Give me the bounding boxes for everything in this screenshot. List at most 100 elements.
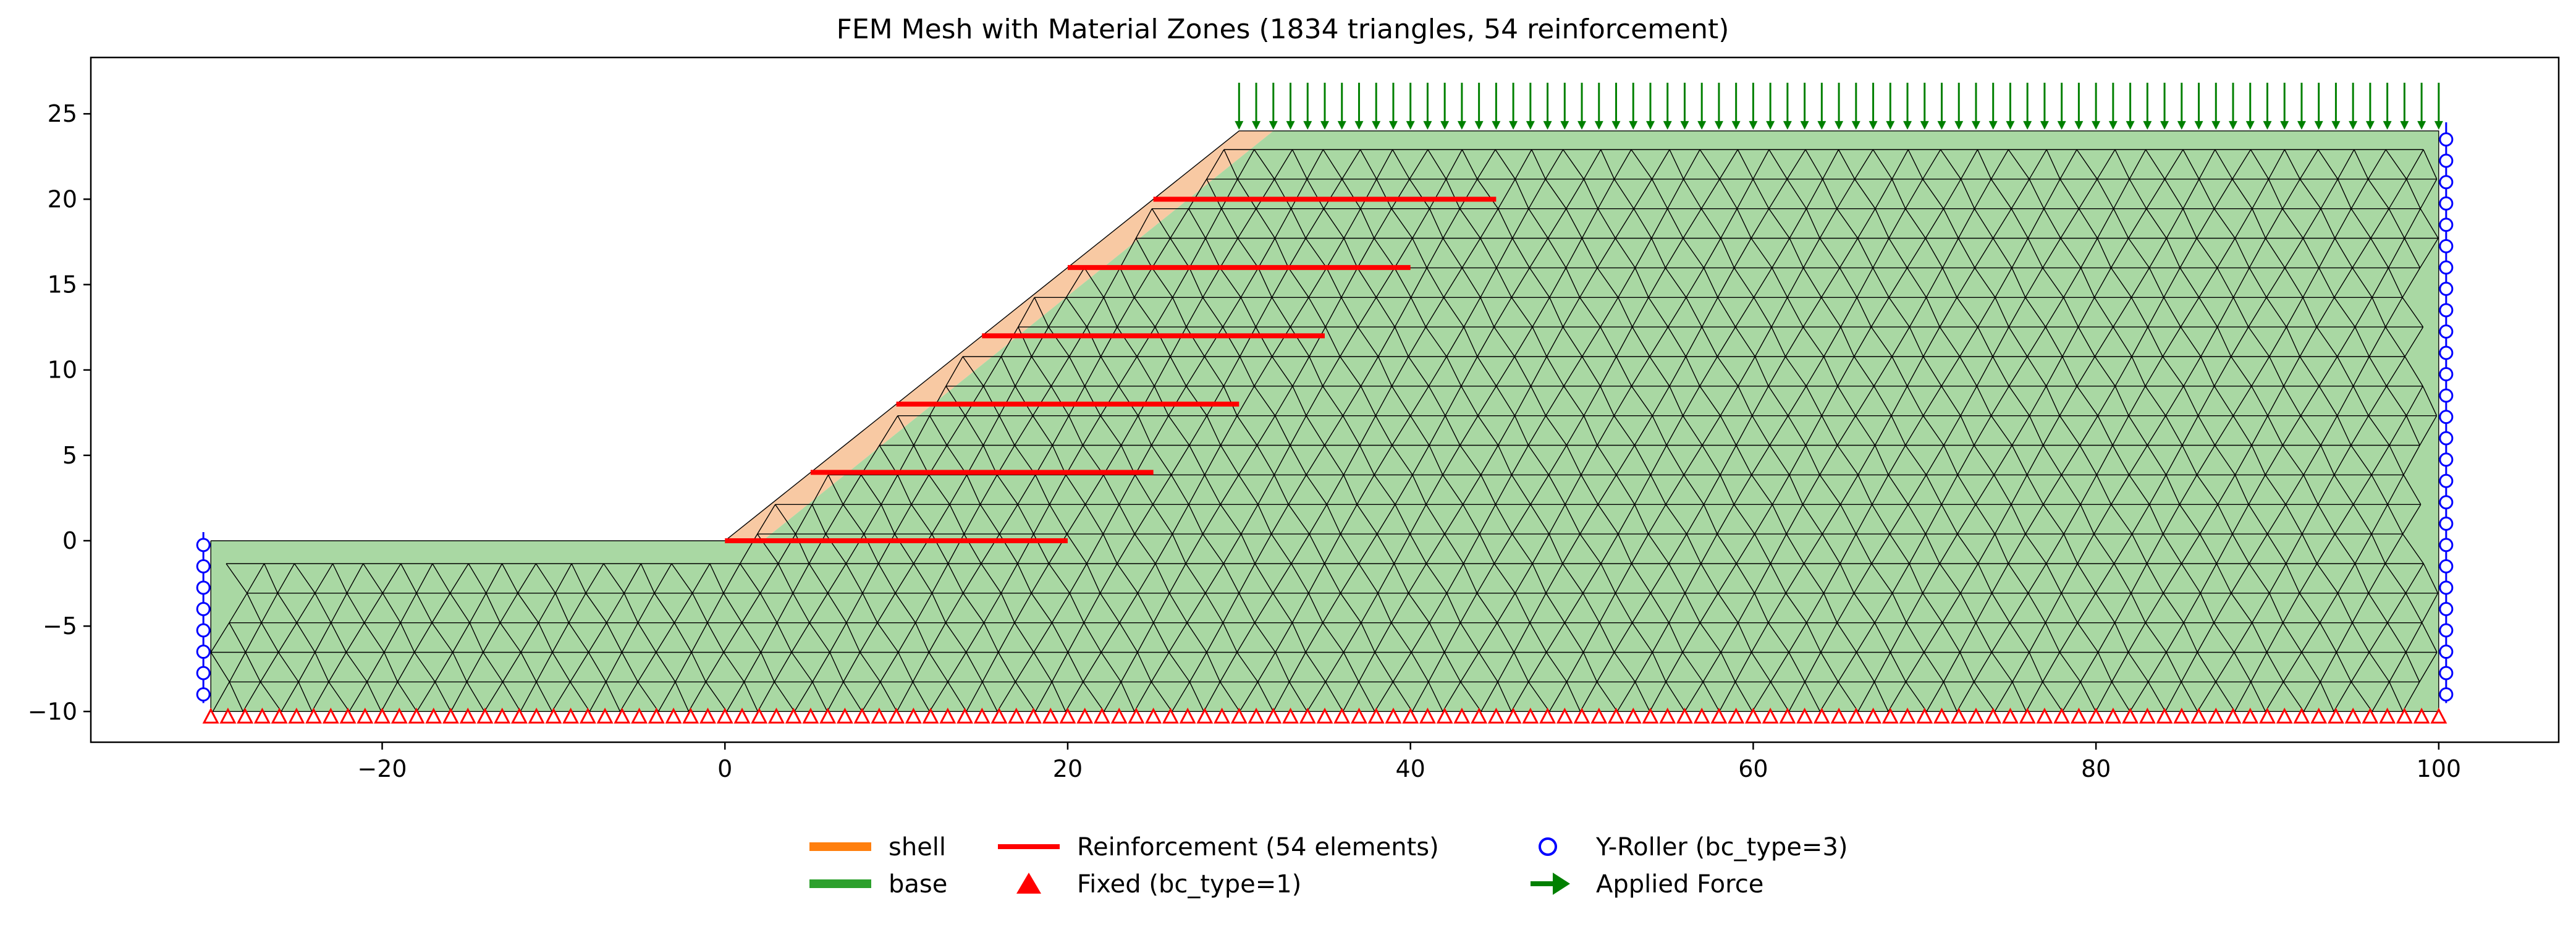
y-axis: −10 −5 0 5 10 15 20 25 bbox=[28, 100, 91, 725]
legend-label: Fixed (bc_type=1) bbox=[1077, 870, 1301, 899]
fixed-support-marker bbox=[1642, 708, 1659, 724]
fixed-support-marker bbox=[1110, 708, 1128, 724]
force-arrow-head bbox=[2280, 121, 2289, 130]
force-arrow-head bbox=[2314, 121, 2323, 130]
force-arrow-head bbox=[2245, 121, 2255, 130]
fixed-support-marker bbox=[767, 708, 785, 724]
force-arrow-head bbox=[2417, 121, 2426, 130]
fixed-support-marker bbox=[2293, 708, 2310, 724]
force-arrow-head bbox=[2263, 121, 2272, 130]
force-arrow-head bbox=[1286, 121, 1295, 130]
fixed-support-marker bbox=[476, 708, 494, 724]
fixed-support-marker bbox=[1265, 708, 1282, 724]
fixed-support-marker bbox=[1608, 708, 1624, 724]
fixed-support-marker bbox=[1162, 708, 1179, 724]
fixed-support-marker bbox=[1230, 708, 1248, 724]
fixed-support-marker bbox=[2242, 708, 2259, 724]
force-arrow-head bbox=[1560, 121, 1569, 130]
y-roller-marker bbox=[2439, 687, 2454, 702]
x-tick-label: 80 bbox=[2081, 755, 2111, 782]
y-roller-marker bbox=[2439, 239, 2454, 253]
fixed-support-marker bbox=[1453, 708, 1471, 724]
chart-title: FEM Mesh with Material Zones (1834 trian… bbox=[837, 14, 1729, 45]
fixed-support-marker bbox=[1299, 708, 1316, 724]
fixed-support-marker bbox=[1042, 708, 1059, 724]
fixed-support-marker bbox=[1693, 708, 1710, 724]
fixed-support-marker bbox=[1008, 708, 1025, 724]
fixed-support-marker bbox=[888, 708, 905, 724]
fixed-support-marker bbox=[1848, 708, 1865, 724]
force-arrow-head bbox=[1526, 121, 1535, 130]
force-arrow-head bbox=[1869, 121, 1878, 130]
y-tick-label: 20 bbox=[48, 185, 77, 213]
fixed-support-marker bbox=[1419, 708, 1436, 724]
y-roller-marker bbox=[2439, 601, 2454, 616]
fixed-support-marker bbox=[339, 708, 357, 724]
force-arrow-head bbox=[1543, 121, 1552, 130]
force-arrow-head bbox=[2006, 121, 2015, 130]
fixed-support-marker bbox=[1813, 708, 1830, 724]
y-roller-marker bbox=[196, 666, 211, 680]
force-arrow-head bbox=[2349, 121, 2358, 130]
force-arrow-head bbox=[1629, 121, 1638, 130]
fixed-support-marker bbox=[733, 708, 751, 724]
fixed-support-marker bbox=[871, 708, 888, 724]
force-arrow-head bbox=[1440, 121, 1450, 130]
force-arrow-head bbox=[1835, 121, 1844, 130]
y-roller-marker bbox=[2439, 324, 2454, 339]
fixed-support-marker bbox=[1059, 708, 1076, 724]
fixed-support-marker bbox=[1539, 708, 1556, 724]
y-roller-marker bbox=[196, 559, 211, 574]
force-arrow-head bbox=[1886, 121, 1895, 130]
fixed-support-marker bbox=[1487, 708, 1505, 724]
force-arrow-head bbox=[2297, 121, 2306, 130]
force-arrow-head bbox=[2331, 121, 2341, 130]
fixed-support-marker bbox=[1350, 708, 1367, 724]
fixed-support-marker bbox=[1590, 708, 1608, 724]
force-arrow-head bbox=[1783, 121, 1792, 130]
fixed-support-marker bbox=[973, 708, 990, 724]
fixed-support-marker bbox=[990, 708, 1008, 724]
force-arrow-head bbox=[1388, 121, 1398, 130]
reinforcement-layers bbox=[725, 197, 1497, 543]
y-roller-marker bbox=[196, 645, 211, 659]
fixed-support-marker bbox=[2379, 708, 2396, 724]
x-tick-label: 60 bbox=[1738, 755, 1768, 782]
force-arrow-head bbox=[1988, 121, 1998, 130]
force-arrow-head bbox=[1269, 121, 1278, 130]
fixed-support-marker bbox=[939, 708, 956, 724]
force-arrow-head bbox=[1337, 121, 1346, 130]
fixed-support-marker bbox=[528, 708, 545, 724]
fixed-support-marker bbox=[1145, 708, 1162, 724]
force-arrow-head bbox=[1937, 121, 1946, 130]
y-roller-marker bbox=[2439, 196, 2454, 211]
fixed-support-marker bbox=[1967, 708, 1985, 724]
force-arrow-head bbox=[1663, 121, 1672, 130]
fixed-support-marker bbox=[2430, 708, 2447, 724]
force-arrow-head bbox=[1817, 121, 1826, 130]
fixed-support-marker bbox=[1744, 708, 1762, 724]
fixed-support-marker bbox=[1899, 708, 1916, 724]
fixed-support-marker bbox=[905, 708, 922, 724]
fixed-support-marker bbox=[1624, 708, 1642, 724]
legend-swatch-triangle bbox=[1016, 873, 1041, 894]
y-roller-marker bbox=[2439, 132, 2454, 147]
force-arrow-head bbox=[1457, 121, 1466, 130]
force-arrow-head bbox=[1714, 121, 1723, 130]
y-roller-marker bbox=[2439, 153, 2454, 168]
y-tick-label: 10 bbox=[48, 357, 77, 384]
fixed-support-marker bbox=[1985, 708, 2002, 724]
fixed-support-marker bbox=[682, 708, 699, 724]
fixed-support-marker bbox=[219, 708, 237, 724]
fixed-support-marker bbox=[2036, 708, 2053, 724]
y-roller-marker bbox=[2439, 495, 2454, 510]
force-arrow-head bbox=[2143, 121, 2152, 130]
legend-swatch-circle bbox=[1539, 837, 1557, 856]
legend-label: Reinforcement (54 elements) bbox=[1077, 833, 1439, 861]
fixed-support-marker bbox=[2362, 708, 2379, 724]
fixed-support-marker bbox=[1933, 708, 1950, 724]
fixed-support-marker bbox=[1076, 708, 1094, 724]
fixed-support-marker bbox=[237, 708, 254, 724]
y-roller-marker bbox=[2439, 580, 2454, 595]
